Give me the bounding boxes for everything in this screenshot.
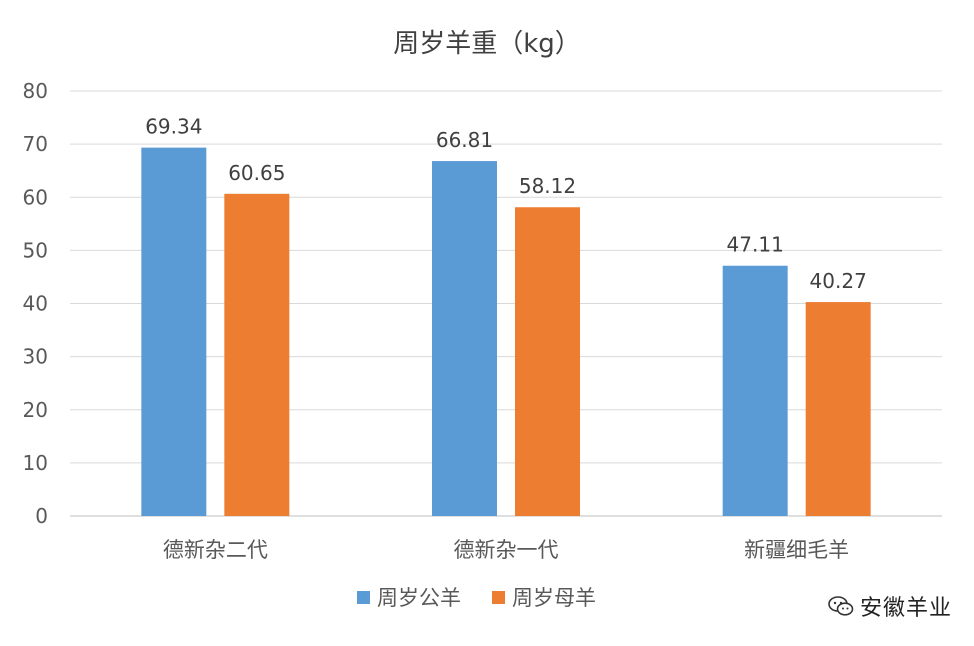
bar [432, 161, 497, 516]
y-tick-label: 80 [23, 79, 48, 103]
y-tick-label: 0 [35, 504, 48, 528]
wechat-icon [828, 596, 854, 616]
legend-item: 周岁公羊 [357, 586, 461, 610]
bar [805, 302, 871, 516]
x-tick-label: 德新杂二代 [163, 538, 268, 562]
y-tick-label: 70 [23, 132, 48, 156]
legend-label: 周岁公羊 [377, 586, 461, 610]
legend-label: 周岁母羊 [512, 586, 596, 610]
legend-swatch [357, 591, 370, 604]
y-axis-ticks: 0 10 20 30 40 50 60 70 80 [23, 79, 48, 528]
x-axis-ticks: 德新杂二代 德新杂一代 新疆细毛羊 [163, 538, 849, 562]
y-tick-label: 60 [23, 185, 48, 209]
legend-swatch [492, 591, 505, 604]
x-tick-label: 新疆细毛羊 [744, 538, 849, 562]
y-tick-label: 20 [23, 398, 48, 422]
data-labels: 69.34 60.65 66.81 58.12 47.11 40.27 [145, 115, 867, 293]
data-label: 66.81 [436, 128, 493, 152]
y-tick-label: 10 [23, 451, 48, 475]
x-tick-label: 德新杂一代 [454, 538, 559, 562]
chart-title: 周岁羊重（kg） [393, 29, 581, 59]
data-label: 40.27 [810, 269, 867, 293]
y-tick-label: 40 [23, 292, 48, 316]
data-label: 58.12 [519, 174, 576, 198]
legend-item: 周岁母羊 [492, 586, 596, 610]
bar [515, 207, 580, 517]
legend: 周岁公羊 周岁母羊 [357, 586, 596, 610]
y-tick-label: 50 [23, 238, 48, 262]
bars [141, 147, 871, 517]
watermark: 安徽羊业 [828, 590, 952, 622]
gridlines [70, 90, 942, 517]
bar [141, 147, 207, 516]
watermark-text: 安徽羊业 [859, 596, 952, 621]
bar [722, 265, 788, 516]
data-label: 60.65 [228, 161, 285, 185]
bar [224, 193, 290, 516]
data-label: 47.11 [727, 233, 784, 257]
data-label: 69.34 [145, 115, 202, 139]
y-tick-label: 30 [23, 345, 48, 369]
